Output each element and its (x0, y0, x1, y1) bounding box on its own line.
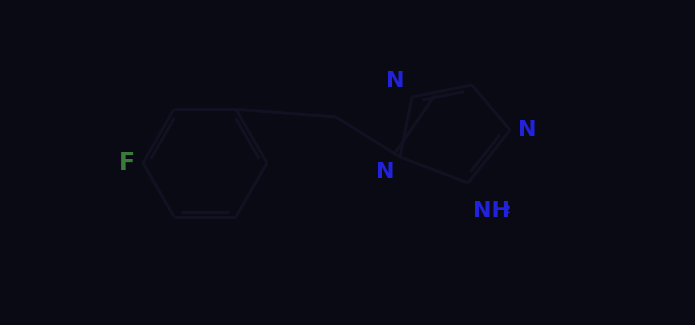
Text: N: N (377, 162, 395, 182)
Text: ₂: ₂ (503, 199, 511, 217)
Text: N: N (386, 71, 404, 91)
Text: N: N (518, 120, 537, 140)
Text: NH: NH (473, 201, 510, 221)
Text: F: F (119, 151, 135, 175)
